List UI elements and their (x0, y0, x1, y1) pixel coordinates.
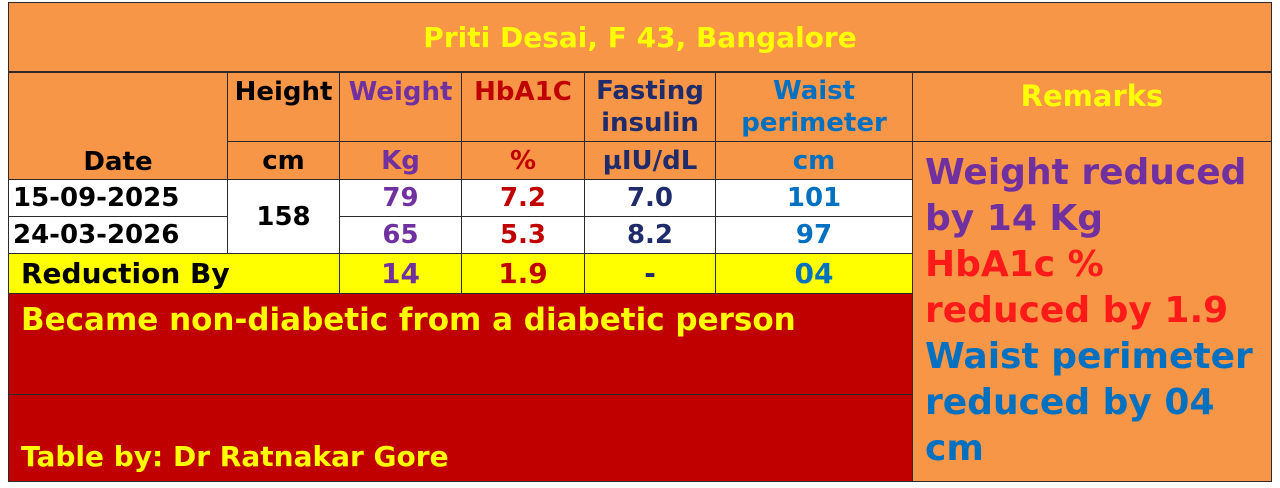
remark-weight: Weight reduced by 14 Kg (925, 152, 1247, 239)
waist-perimeter-header: Waist perimeter (715, 72, 913, 142)
date-header: Date (8, 72, 228, 180)
row1-hba1c: 7.2 (461, 179, 585, 217)
remark-waist: Waist perimeter reduced by 04 cm (925, 336, 1253, 469)
row1-date: 15-09-2025 (8, 179, 228, 217)
table-title: Priti Desai, F 43, Bangalore (8, 2, 1272, 72)
hba1c-header: HbA1C (461, 72, 585, 142)
row1-fasting: 7.0 (584, 179, 716, 217)
height-value: 158 (227, 179, 340, 254)
waist-header-line1: Waist (772, 76, 856, 106)
row2-date: 24-03-2026 (8, 216, 228, 254)
reduction-label: Reduction By (8, 253, 340, 294)
remarks-header: Remarks (912, 72, 1272, 142)
weight-header: Weight (339, 72, 462, 142)
conclusion-text: Became non-diabetic from a diabetic pers… (8, 293, 913, 395)
waist-unit: cm (715, 141, 913, 180)
fasting-unit: µIU/dL (584, 141, 716, 180)
fasting-header-line1: Fasting (596, 76, 704, 106)
waist-header-line2: perimeter (741, 108, 887, 138)
fasting-insulin-header: Fasting insulin (584, 72, 716, 142)
reduction-waist: 04 (715, 253, 913, 294)
table-credit: Table by: Dr Ratnakar Gore (8, 394, 913, 482)
row2-hba1c: 5.3 (461, 216, 585, 254)
remarks-body: Weight reduced by 14 Kg HbA1c % reduced … (912, 141, 1272, 482)
fasting-header-line2: insulin (601, 108, 699, 138)
height-unit: cm (227, 141, 340, 180)
height-header: Height (227, 72, 340, 142)
row2-fasting: 8.2 (584, 216, 716, 254)
row1-waist: 101 (715, 179, 913, 217)
reduction-hba1c: 1.9 (461, 253, 585, 294)
row1-weight: 79 (339, 179, 462, 217)
remark-hba1c: HbA1c % reduced by 1.9 (925, 244, 1229, 331)
row2-weight: 65 (339, 216, 462, 254)
row2-waist: 97 (715, 216, 913, 254)
reduction-fasting: - (584, 253, 716, 294)
hba1c-unit: % (461, 141, 585, 180)
weight-unit: Kg (339, 141, 462, 180)
reduction-weight: 14 (339, 253, 462, 294)
